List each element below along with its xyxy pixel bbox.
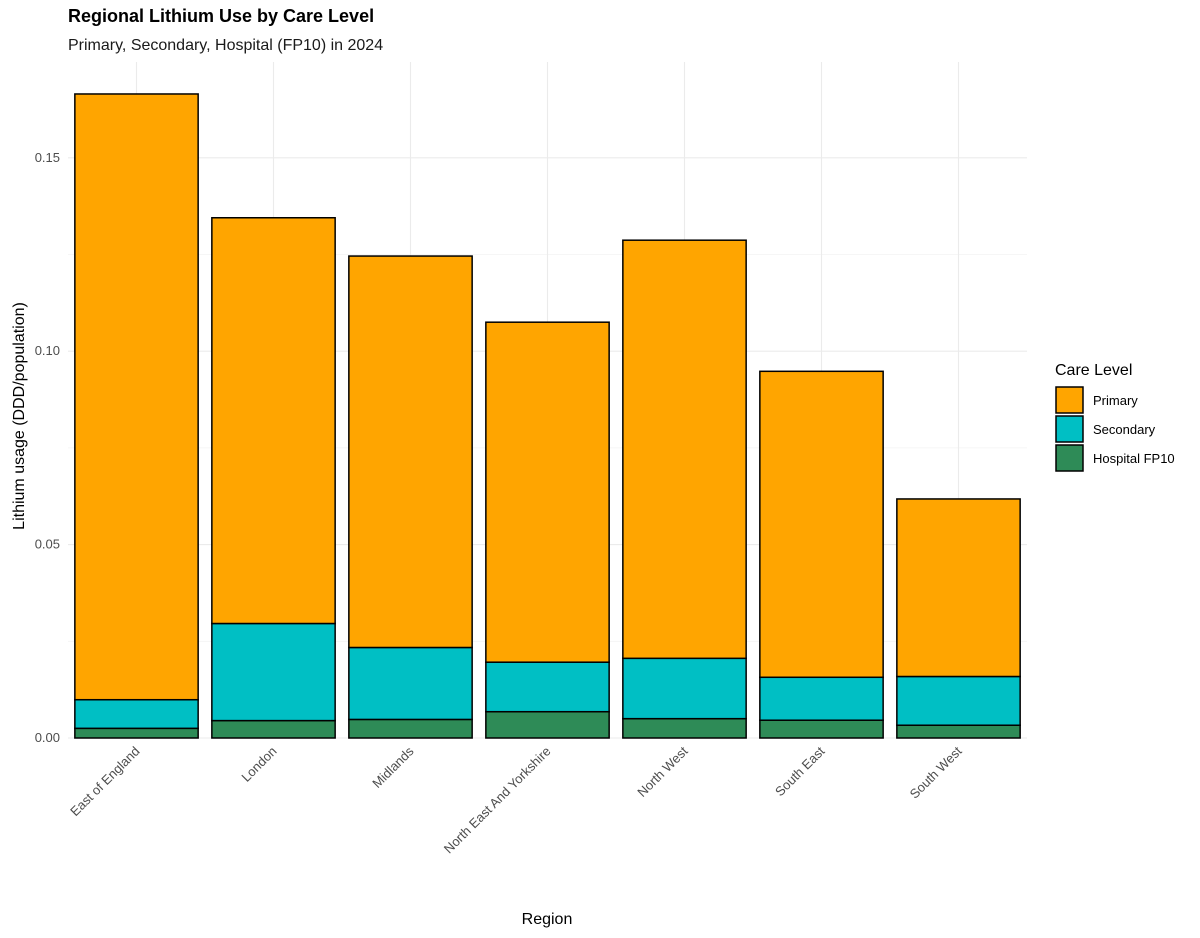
x-tick-label: North East And Yorkshire bbox=[441, 744, 554, 857]
bar-hospital-fp10 bbox=[485, 710, 610, 739]
y-tick-label: 0.05 bbox=[35, 537, 60, 552]
chart-subtitle: Primary, Secondary, Hospital (FP10) in 2… bbox=[68, 37, 383, 54]
bar-hospital-fp10 bbox=[896, 724, 1021, 739]
bar-hospital-fp10 bbox=[211, 719, 336, 739]
bar-primary bbox=[485, 321, 610, 663]
legend-label: Primary bbox=[1093, 393, 1138, 408]
chart-title: Regional Lithium Use by Care Level bbox=[68, 6, 374, 26]
x-tick-label: North West bbox=[634, 743, 691, 800]
x-tick-label: South West bbox=[907, 743, 965, 801]
legend-label: Hospital FP10 bbox=[1093, 451, 1175, 466]
bar-secondary bbox=[622, 657, 747, 720]
bar-secondary bbox=[485, 661, 610, 713]
x-tick-label: East of England bbox=[67, 744, 143, 820]
legend-swatch bbox=[1055, 444, 1084, 472]
bar-secondary bbox=[211, 622, 336, 722]
bar-hospital-fp10 bbox=[622, 717, 747, 739]
bar-primary bbox=[74, 93, 199, 701]
bar-secondary bbox=[74, 698, 199, 730]
y-tick-label: 0.15 bbox=[35, 150, 60, 165]
bar-primary bbox=[622, 239, 747, 660]
x-axis-title: Region bbox=[522, 911, 573, 928]
legend-title: Care Level bbox=[1055, 362, 1132, 379]
bar-primary bbox=[348, 255, 473, 649]
y-tick-label: 0.10 bbox=[35, 343, 60, 358]
bar-primary bbox=[211, 217, 336, 625]
bar-secondary bbox=[348, 646, 473, 721]
y-tick-label: 0.00 bbox=[35, 730, 60, 745]
bar-hospital-fp10 bbox=[74, 727, 199, 739]
legend-swatch bbox=[1055, 415, 1084, 443]
bars-layer: East of England London Midlands North East … bbox=[67, 93, 1021, 857]
y-axis-title: Lithium usage (DDD/population) bbox=[11, 302, 28, 530]
bar-primary bbox=[896, 498, 1021, 678]
bar-hospital-fp10 bbox=[348, 718, 473, 739]
x-tick-label: Midlands bbox=[369, 743, 417, 791]
legend: Care Level Primary Secondary Hospital FP10 bbox=[1055, 362, 1175, 472]
axis-layer: Regional Lithium Use by Care Level Prima… bbox=[11, 6, 572, 928]
legend-label: Secondary bbox=[1093, 422, 1156, 437]
bar-secondary bbox=[759, 676, 884, 721]
legend-swatch bbox=[1055, 386, 1084, 414]
bar-secondary bbox=[896, 675, 1021, 726]
bar-hospital-fp10 bbox=[759, 719, 884, 739]
x-tick-label: London bbox=[238, 744, 279, 785]
bar-primary bbox=[759, 370, 884, 679]
x-tick-label: South East bbox=[772, 743, 828, 799]
